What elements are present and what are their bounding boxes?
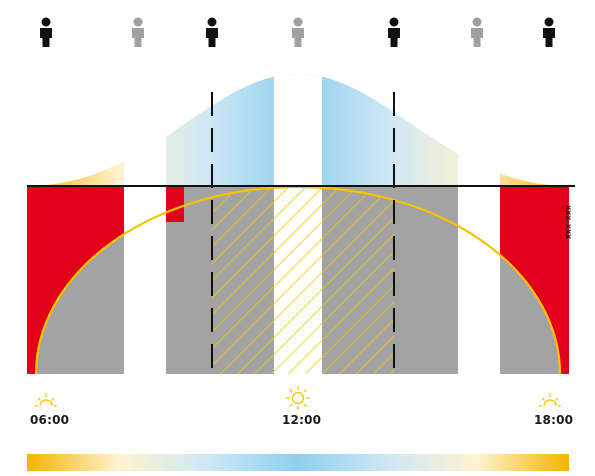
side-label: xxx-xxx xyxy=(564,205,573,240)
person-icon xyxy=(292,17,304,47)
people-row xyxy=(40,17,555,47)
daylight-hump xyxy=(27,74,569,186)
time-label-noon: 12:00 xyxy=(282,413,322,427)
sunrise-icon xyxy=(35,393,57,407)
person-icon xyxy=(543,17,555,47)
person-icon xyxy=(206,17,218,47)
time-label-morning: 06:00 xyxy=(30,413,70,427)
sunset-icon xyxy=(539,393,561,407)
person-icon xyxy=(40,17,52,47)
time-label-evening: 18:00 xyxy=(534,413,574,427)
hatched-zone xyxy=(212,187,394,374)
daylight-gradient-bar xyxy=(27,454,569,471)
person-icon xyxy=(132,17,144,47)
person-icon xyxy=(471,17,483,47)
sun-icon xyxy=(286,386,310,410)
person-icon xyxy=(388,17,400,47)
